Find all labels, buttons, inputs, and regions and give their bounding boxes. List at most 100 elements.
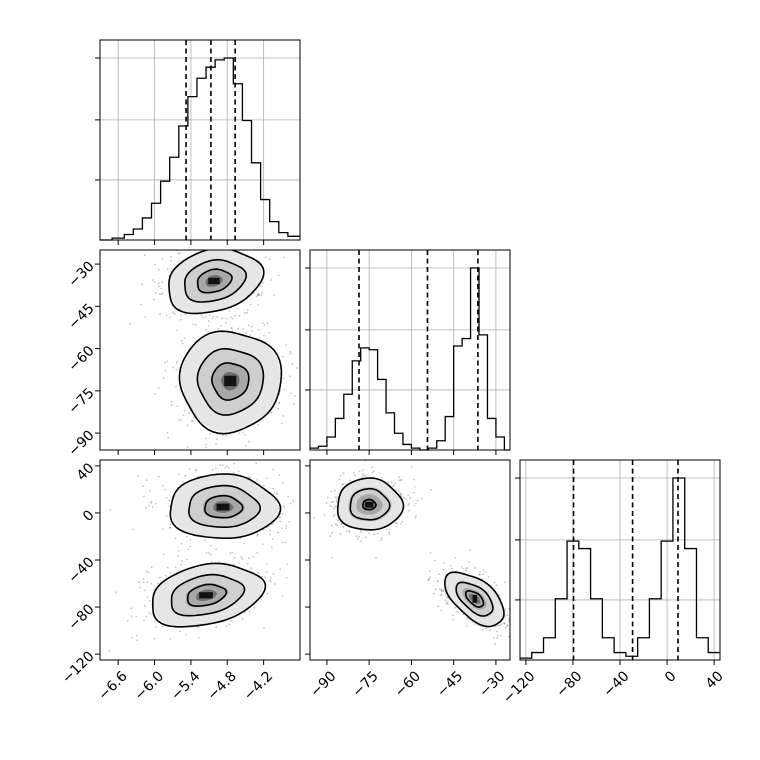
scatter-point (205, 443, 208, 446)
contour-0-2-1-1 (170, 573, 246, 617)
y-tick-label-1-3: −45 (65, 301, 97, 333)
scatter-point (332, 500, 335, 503)
scatter-point (400, 493, 403, 495)
scatter-point (442, 590, 445, 592)
scatter-point (145, 479, 148, 481)
scatter-point (436, 580, 439, 582)
scatter-point (471, 621, 474, 624)
scatter-point (272, 294, 275, 297)
scatter-point (252, 556, 255, 558)
scatter-point (248, 557, 250, 560)
scatter-point (153, 637, 156, 640)
scatter-point (177, 419, 180, 421)
scatter-point (443, 562, 445, 564)
scatter-point (252, 248, 254, 250)
scatter-point (414, 502, 417, 505)
scatter-point (468, 561, 471, 563)
scatter-point (177, 550, 180, 552)
scatter-point (446, 596, 449, 599)
scatter-point (427, 579, 429, 582)
scatter-point (249, 303, 252, 306)
scatter-point (276, 491, 278, 494)
scatter-point (282, 541, 284, 544)
scatter-point (263, 324, 266, 327)
scatter-point (176, 405, 178, 408)
x-tick-label-0-4: −4.2 (241, 668, 276, 703)
scatter-point (228, 623, 230, 626)
scatter-point (176, 329, 178, 332)
scatter-point (272, 487, 274, 490)
scatter-point (159, 313, 161, 315)
scatter-point (400, 494, 403, 497)
scatter-point (503, 622, 506, 625)
scatter-point (248, 243, 250, 245)
scatter-point (208, 314, 211, 316)
scatter-point (229, 552, 232, 555)
scatter-point (166, 566, 169, 569)
scatter-point (179, 252, 182, 255)
scatter-point (229, 619, 232, 622)
contour-0-1-0-2 (196, 268, 233, 294)
scatter-point (496, 637, 499, 639)
scatter-point (184, 313, 187, 316)
scatter-point (269, 580, 272, 583)
scatter-point (230, 327, 233, 329)
scatter-point (228, 466, 230, 469)
scatter-point (430, 488, 433, 491)
scatter-point (255, 462, 258, 464)
scatter-point (166, 431, 169, 434)
scatter-point (340, 523, 343, 526)
scatter-point (177, 555, 180, 558)
scatter-point (498, 624, 500, 627)
scatter-point (225, 321, 228, 324)
scatter-point (228, 456, 230, 458)
scatter-point (189, 545, 192, 548)
scatter-point (129, 322, 131, 325)
scatter-point (398, 479, 400, 481)
scatter-point (142, 578, 145, 580)
scatter-point (440, 589, 442, 592)
scatter-point (250, 567, 253, 570)
scatter-point (220, 325, 222, 327)
scatter-point (278, 402, 280, 404)
scatter-point (148, 504, 150, 507)
scatter-point (144, 254, 146, 257)
scatter-point (415, 514, 417, 517)
scatter-point (247, 324, 250, 327)
scatter-point (241, 328, 244, 330)
scatter-point (186, 446, 189, 449)
scatter-point (281, 527, 284, 530)
scatter-point (330, 505, 333, 508)
scatter-point (241, 617, 244, 620)
scatter-point (416, 499, 419, 502)
scatter-point (231, 327, 233, 330)
scatter-point (142, 581, 145, 584)
hist-1-frame (309, 249, 511, 451)
scatter-point (358, 470, 361, 473)
scatter-point (396, 522, 399, 525)
scatter-point (446, 601, 449, 603)
scatter-point (282, 505, 285, 507)
scatter-point (167, 436, 170, 439)
scatter-point (231, 317, 234, 320)
scatter-point (290, 352, 292, 355)
scatter-point (504, 608, 507, 610)
scatter-point (308, 501, 310, 503)
scatter-point (392, 485, 395, 488)
scatter-point (331, 531, 333, 534)
scatter-point (204, 244, 206, 246)
scatter-point (289, 351, 292, 353)
scatter-point (376, 532, 379, 535)
scatter-point (452, 618, 454, 621)
scatter-point (186, 424, 189, 427)
scatter-point (308, 394, 310, 396)
scatter-point (215, 548, 217, 551)
y-tick-label-2-1: −80 (65, 601, 97, 633)
scatter-point (292, 500, 295, 502)
scatter-point (217, 327, 219, 330)
scatter-point (164, 574, 167, 577)
scatter-point (255, 295, 258, 298)
scatter-point (232, 471, 235, 474)
scatter-point (259, 223, 261, 225)
y-tick-label-1-4: −30 (65, 258, 97, 290)
